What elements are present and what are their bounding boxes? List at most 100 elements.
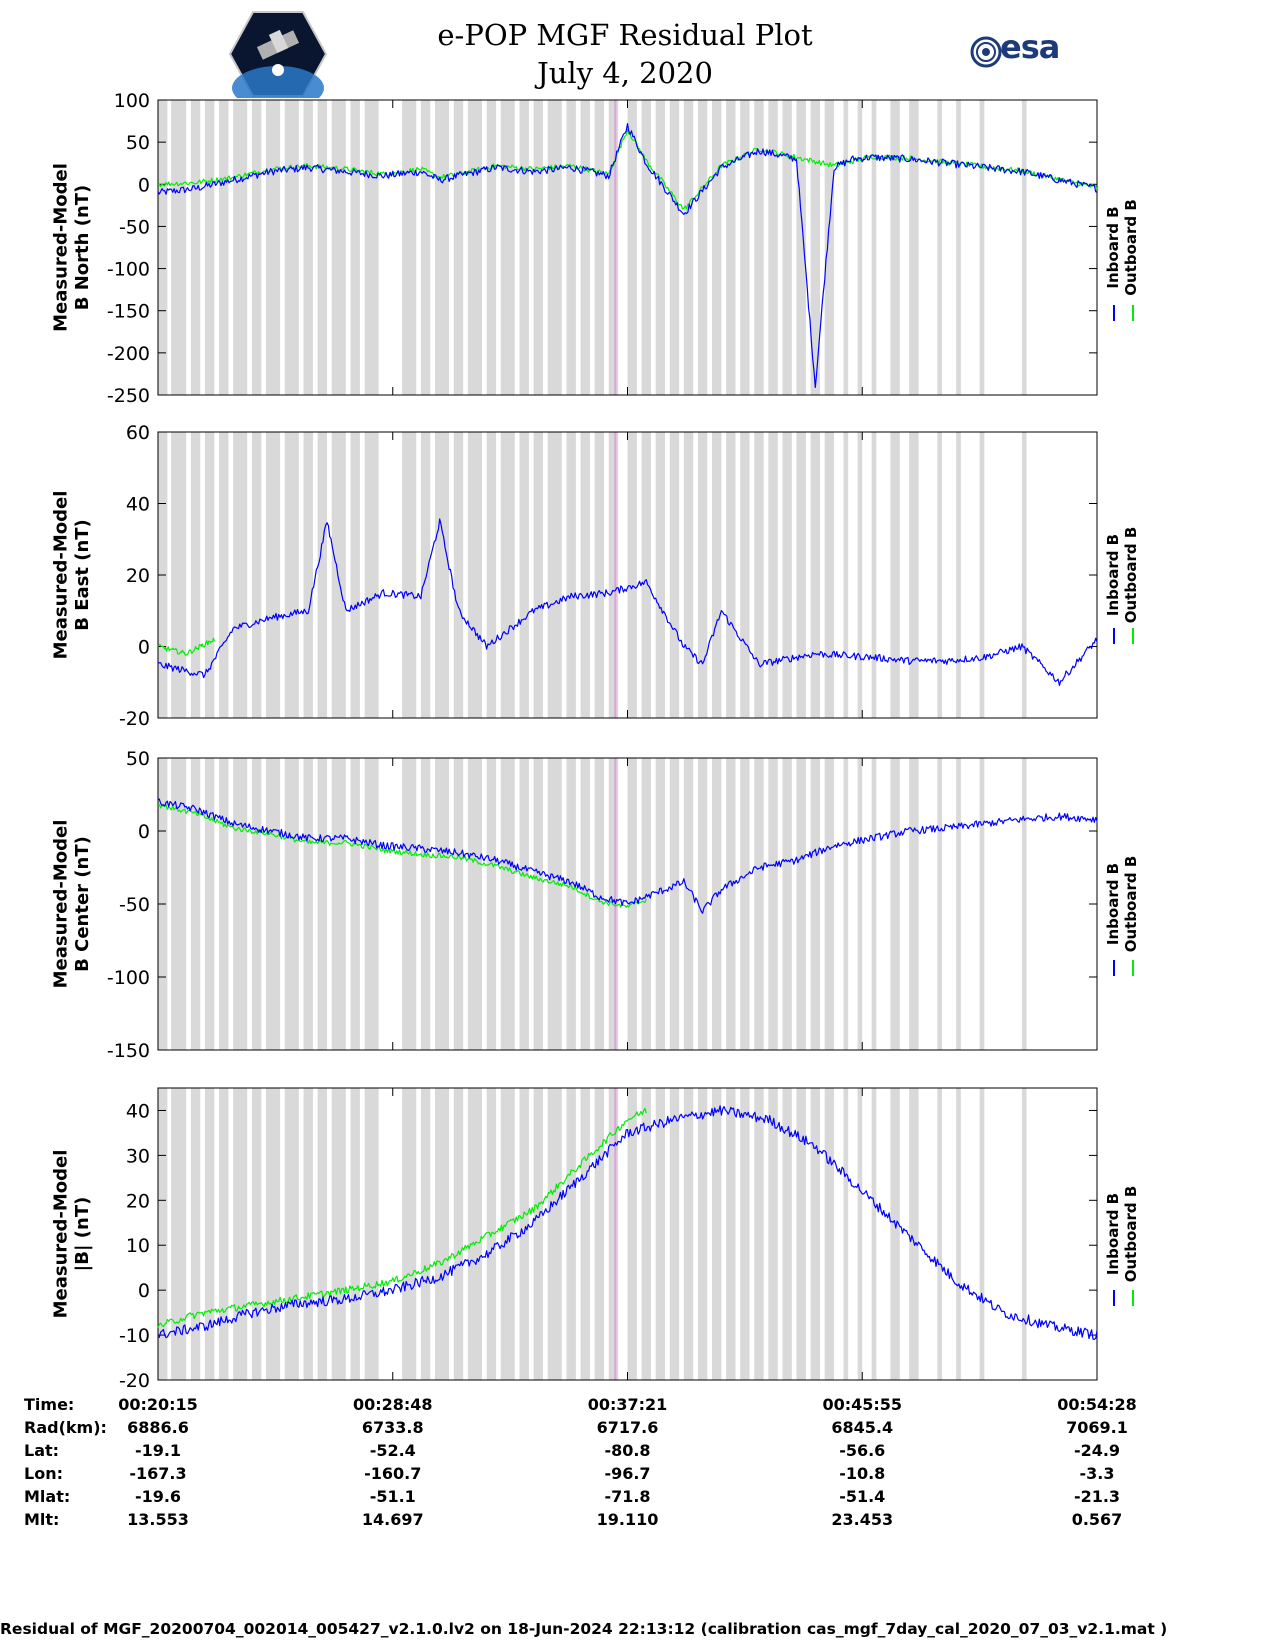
coverage-stripe <box>810 1088 820 1380</box>
coverage-stripe <box>683 100 694 395</box>
orbit-row-value: -21.3 <box>1073 1487 1121 1506</box>
coverage-stripe <box>979 758 985 1050</box>
coverage-stripe <box>641 758 651 1050</box>
coverage-stripe <box>453 432 464 718</box>
coverage-stripe <box>265 1088 281 1380</box>
coverage-stripe <box>641 432 651 718</box>
legend-outboard-label: Outboard B <box>1122 199 1140 296</box>
coverage-stripe <box>655 758 666 1050</box>
y-tick-label: 100 <box>114 90 150 112</box>
orbit-row-value: -51.1 <box>369 1487 416 1506</box>
coverage-stripe <box>871 432 877 718</box>
coverage-stripe <box>158 100 168 395</box>
y-tick-label: 0 <box>138 1280 150 1302</box>
coverage-stripe <box>435 432 450 718</box>
orbit-row-value: 6845.4 <box>831 1418 894 1437</box>
y-axis-label-line1: Measured-Model <box>50 820 71 989</box>
coverage-stripe <box>364 758 379 1050</box>
coverage-stripe <box>796 758 806 1050</box>
coverage-stripe <box>641 100 651 395</box>
orbit-row-value: 7069.1 <box>1066 1418 1128 1437</box>
coverage-stripe <box>768 100 778 395</box>
y-tick-label: -200 <box>107 343 150 365</box>
y-tick-label: 0 <box>138 174 150 196</box>
y-tick-label: 50 <box>126 748 150 770</box>
coverage-stripe <box>350 432 360 718</box>
orbit-row-value: -19.1 <box>134 1441 182 1460</box>
coverage-stripe <box>843 758 849 1050</box>
orbit-row-value: -71.8 <box>604 1487 651 1506</box>
orbit-row-value: 23.453 <box>831 1510 894 1529</box>
cassiope-logo <box>228 11 328 98</box>
coverage-stripe <box>171 758 187 1050</box>
orbit-row-value: 0.567 <box>1071 1510 1123 1529</box>
coverage-stripe <box>467 758 482 1050</box>
legend-inboard-label: Inboard B <box>1104 534 1122 616</box>
coverage-stripe <box>740 432 750 718</box>
coverage-stripe <box>754 758 764 1050</box>
coverage-stripe <box>190 758 201 1050</box>
coverage-stripe <box>500 100 515 395</box>
outboard-series-line <box>157 803 647 908</box>
coverage-stripe <box>857 432 863 718</box>
panel-4: 40 30 20 10 0 -10 -20 Measured-Model|B| (nT) Inb… <box>50 1087 1140 1392</box>
y-axis-label: Measured-Model|B| (nT) <box>50 1150 93 1319</box>
coverage-stripe <box>364 432 379 718</box>
coverage-stripe <box>1021 100 1027 395</box>
coverage-stripe <box>547 758 562 1050</box>
coverage-stripe <box>219 432 229 718</box>
inboard-series-line <box>157 1105 1098 1341</box>
coverage-stripe <box>519 758 529 1050</box>
orbit-row-value: -167.3 <box>129 1464 187 1483</box>
coverage-stripe <box>284 1088 299 1380</box>
coverage-stripe <box>909 432 919 718</box>
coverage-stripe <box>608 100 619 395</box>
footer-caption: Residual of MGF_20200704_002014_005427_v… <box>0 1620 1168 1638</box>
orbit-row-label: Time: <box>24 1395 75 1414</box>
orbit-row-value: -3.3 <box>1079 1464 1115 1483</box>
y-tick-label: -10 <box>119 1325 150 1347</box>
coverage-stripe <box>712 1088 722 1380</box>
inboard-series-line <box>157 518 1098 687</box>
coverage-stripe <box>331 1088 346 1380</box>
coverage-stripe <box>937 100 943 395</box>
y-tick-label: 40 <box>126 494 150 516</box>
coverage-stripe <box>712 432 722 718</box>
coverage-stripe <box>594 432 605 718</box>
coverage-stripe <box>402 100 417 395</box>
coverage-stripe <box>317 100 328 395</box>
y-tick-label: -150 <box>107 1040 150 1062</box>
coverage-stripe <box>937 758 943 1050</box>
orbit-row-label: Lat: <box>24 1441 60 1460</box>
coverage-stripe <box>754 1088 764 1380</box>
coverage-stripe <box>265 432 281 718</box>
coverage-stripe <box>641 1088 651 1380</box>
coverage-stripe <box>768 432 778 718</box>
outboard-series-line <box>157 637 215 656</box>
coverage-stripe <box>467 100 482 395</box>
y-tick-label: -100 <box>107 259 150 281</box>
coverage-stripe <box>233 432 248 718</box>
coverage-stripe <box>402 758 417 1050</box>
coverage-stripe <box>171 100 187 395</box>
coverage-stripe <box>317 758 328 1050</box>
orbit-row-value: 13.553 <box>127 1510 189 1529</box>
coverage-stripe <box>824 100 835 395</box>
y-tick-label: 20 <box>126 565 150 587</box>
coverage-stripe <box>782 100 792 395</box>
coverage-stripe <box>190 432 201 718</box>
coverage-stripe <box>754 100 764 395</box>
orbit-row-value: -96.7 <box>604 1464 651 1483</box>
coverage-stripe <box>608 758 619 1050</box>
coverage-stripe <box>533 758 543 1050</box>
coverage-stripe <box>317 1088 328 1380</box>
legend-labels: Inboard BOutboard B <box>1104 527 1140 624</box>
coverage-stripe <box>697 1088 708 1380</box>
coverage-stripe <box>857 758 863 1050</box>
panel-1: 100 50 0 -50 -100 -150 -200 -250 Measured-ModelB… <box>50 90 1140 407</box>
coverage-stripe <box>303 1088 313 1380</box>
coverage-stripe <box>956 1088 961 1380</box>
orbit-row-value: -24.9 <box>1073 1441 1121 1460</box>
y-tick-label: -50 <box>119 894 150 916</box>
y-tick-label: 60 <box>126 422 150 444</box>
